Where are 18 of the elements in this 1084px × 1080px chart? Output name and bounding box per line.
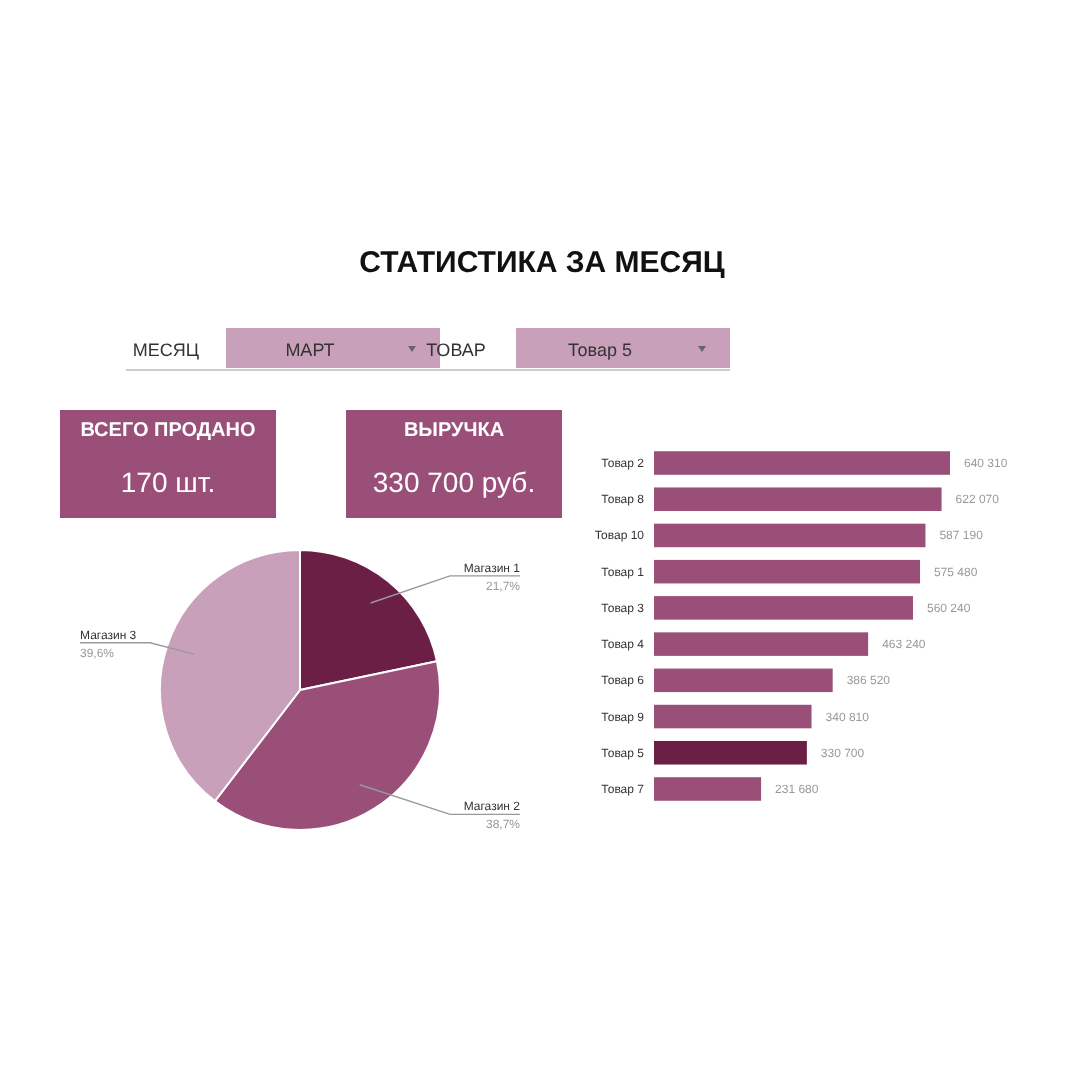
bar	[654, 740, 807, 765]
text: МЕСЯЦ	[132, 340, 200, 360]
text: ВЫРУЧКА	[403, 420, 505, 442]
bar	[654, 523, 926, 548]
text: 170 шт.	[120, 466, 216, 498]
bar	[654, 668, 833, 693]
bar	[654, 777, 762, 801]
bar	[654, 704, 812, 729]
bar	[654, 451, 950, 475]
text: ТОВАР	[426, 340, 486, 360]
dropdown: Товар 5	[516, 328, 730, 368]
text: 330 700 руб.	[372, 466, 536, 498]
bar	[654, 559, 921, 584]
bar	[654, 487, 942, 511]
bar	[654, 596, 913, 620]
bar	[654, 632, 869, 656]
text: ВСЕГО ПРОДАНО	[80, 420, 256, 442]
text: СТАТИСТИКА ЗА МЕСЯЦ	[359, 246, 725, 280]
